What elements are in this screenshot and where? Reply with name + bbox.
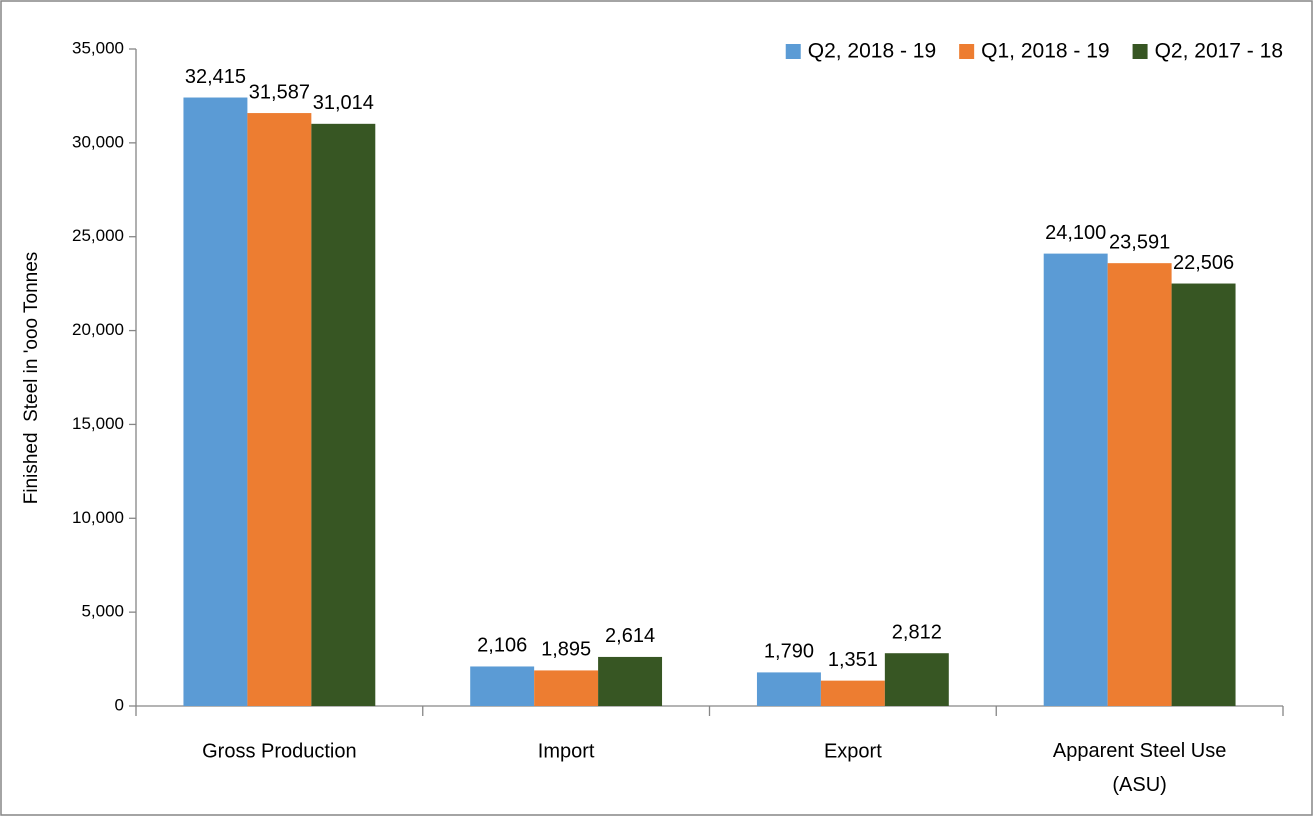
bar [756,672,821,706]
y-tick-label: 15,000 [72,414,124,433]
bar [820,680,885,706]
legend-label: Q2, 2018 - 19 [808,40,936,63]
x-tick-label: Gross Production [202,740,357,762]
y-tick-label: 35,000 [72,38,124,57]
legend-label: Q2, 2017 - 18 [1155,40,1283,63]
y-axis-label: Finished Steel in 'ooo Tonnes [21,252,42,505]
value-label: 1,790 [764,641,814,663]
legend-swatch [959,44,975,59]
bar [247,113,312,706]
bar [598,656,663,706]
x-tick-label: Export [824,740,882,762]
value-label: 1,351 [828,649,878,671]
value-label: 1,895 [541,639,591,661]
y-tick-label: 30,000 [72,132,124,151]
value-label: 31,014 [313,92,374,114]
legend-swatch [785,44,801,59]
bar [1107,263,1172,706]
value-label: 2,614 [605,625,655,647]
value-label: 23,591 [1109,231,1170,253]
value-label: 32,415 [185,66,246,88]
bar [1043,253,1108,706]
bar [534,670,599,706]
value-label: 2,812 [892,621,942,643]
y-tick-label: 10,000 [72,508,124,527]
bar [470,666,535,706]
value-label: 2,106 [477,635,527,657]
legend-swatch [1132,44,1148,59]
y-tick-label: 25,000 [72,226,124,245]
y-tick-label: 20,000 [72,320,124,339]
y-tick-label: 0 [115,695,124,714]
legend-label: Q1, 2018 - 19 [981,40,1109,63]
y-tick-label: 5,000 [81,602,124,621]
bar [1171,283,1236,706]
x-tick-label: Import [538,740,595,762]
value-label: 22,506 [1173,252,1234,274]
bar [183,97,248,706]
bar [884,653,949,706]
bar [311,123,376,706]
x-tick-label: Apparent Steel Use (ASU) [1053,740,1226,796]
value-label: 24,100 [1045,222,1106,244]
value-label: 31,587 [249,81,310,103]
